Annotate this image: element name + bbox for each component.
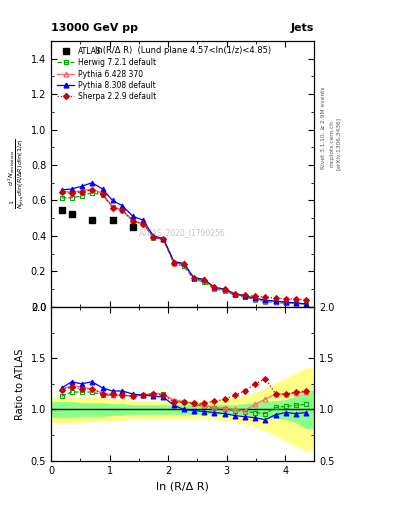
Text: ln(R/Δ R)  (Lund plane 4.57<ln(1/z)<4.85): ln(R/Δ R) (Lund plane 4.57<ln(1/z)<4.85) xyxy=(95,46,271,55)
Y-axis label: Ratio to ATLAS: Ratio to ATLAS xyxy=(15,348,25,419)
Text: [arXiv:1306.3436]: [arXiv:1306.3436] xyxy=(336,117,341,170)
Legend: ATLAS, Herwig 7.2.1 default, Pythia 6.428 370, Pythia 8.308 default, Sherpa 2.2.: ATLAS, Herwig 7.2.1 default, Pythia 6.42… xyxy=(55,45,158,103)
Text: Rivet 3.1.10, ≥ 2.9M events: Rivet 3.1.10, ≥ 2.9M events xyxy=(320,87,325,169)
X-axis label: ln (R/Δ R): ln (R/Δ R) xyxy=(156,481,209,491)
Text: 13000 GeV pp: 13000 GeV pp xyxy=(51,23,138,33)
Text: mcplots.cern.ch: mcplots.cern.ch xyxy=(329,120,334,167)
Y-axis label: $\frac{1}{N_\mathrm{jets}}\frac{d^2 N_\mathrm{emissions}}{d\ln(R/\Delta R)\,d\ln: $\frac{1}{N_\mathrm{jets}}\frac{d^2 N_\m… xyxy=(6,138,27,209)
Text: Jets: Jets xyxy=(291,23,314,33)
Text: ATLAS_2020_I1790256: ATLAS_2020_I1790256 xyxy=(140,228,226,237)
